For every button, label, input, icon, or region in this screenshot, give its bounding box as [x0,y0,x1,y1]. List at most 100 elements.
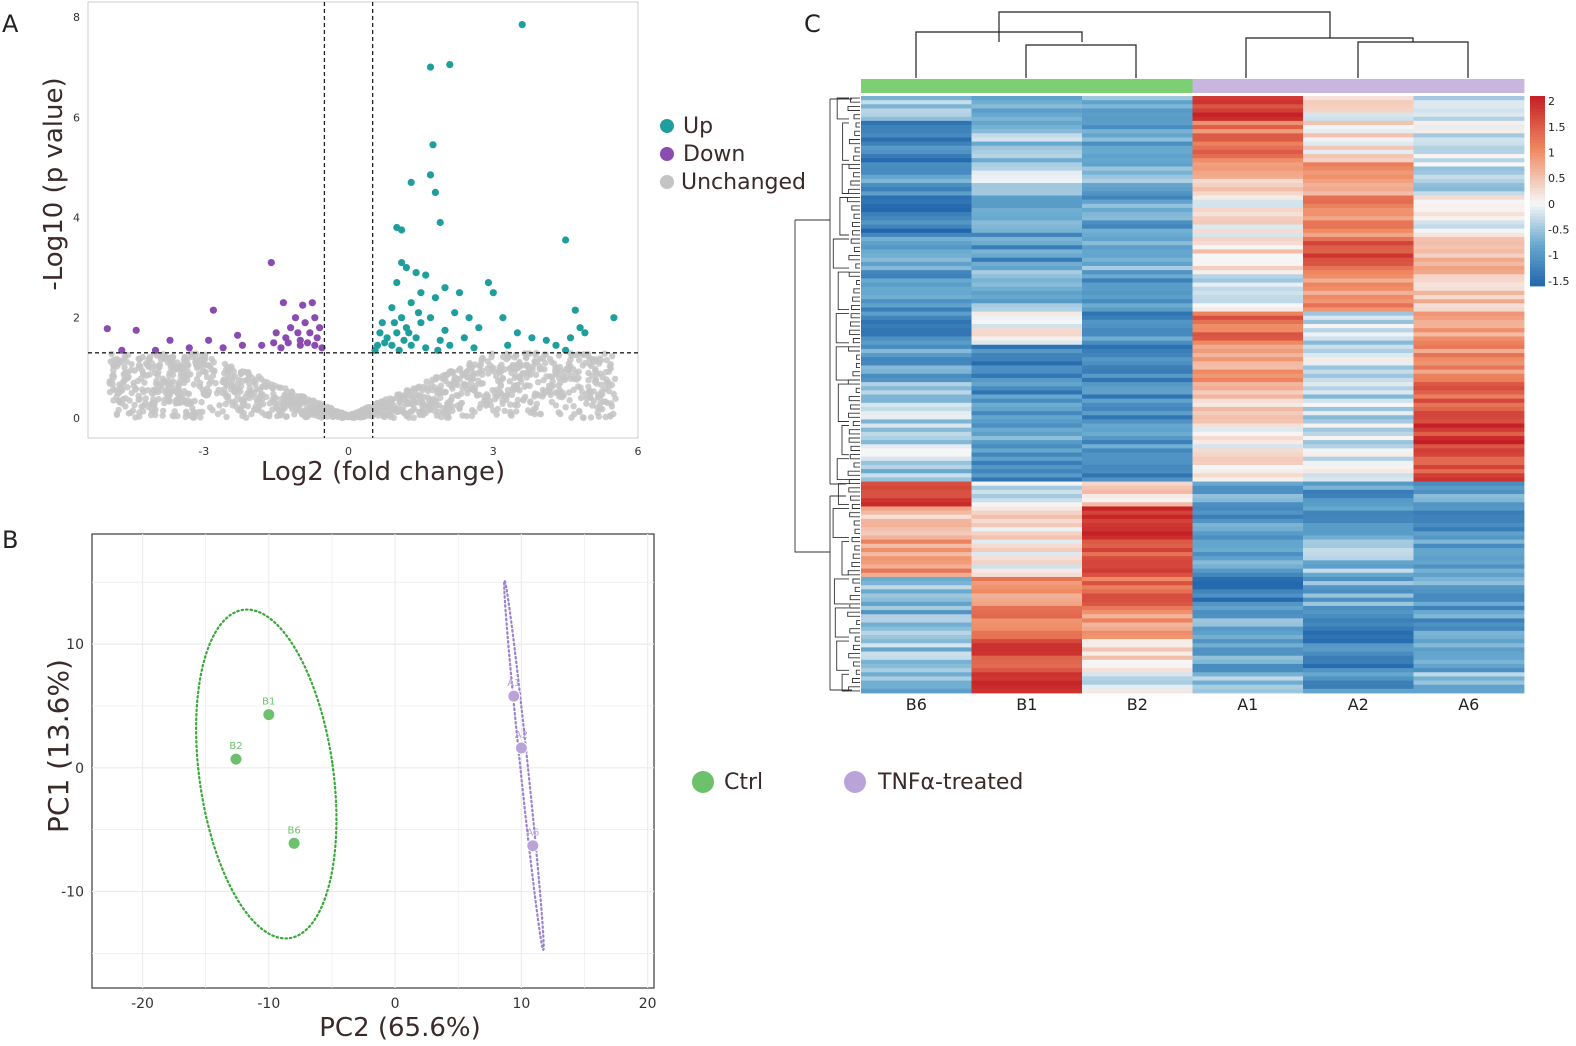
heatmap-cell [1192,481,1304,487]
heatmap-cell [1082,100,1193,105]
heatmap-cell [1192,435,1304,441]
sample-label: A1 [507,678,520,689]
heatmap-cell [971,212,1083,217]
down-point [267,259,275,267]
unchanged-point [444,411,451,418]
heatmap-cell [1192,659,1304,665]
heatmap-cell [1082,440,1193,445]
pca-y-tick-label: 10 [66,637,84,653]
heatmap-cell [1082,494,1193,499]
heatmap-cell [1303,373,1414,379]
unchanged-point [556,363,563,371]
heatmap-cell [1192,174,1304,180]
unchanged-point [113,363,121,370]
heatmap-cell [1303,170,1414,176]
unchanged-point [238,369,245,377]
heatmap-cell [1303,228,1414,234]
heatmap-cell [1303,249,1414,254]
unchanged-point [469,385,476,393]
heatmap-cell [971,311,1083,317]
unchanged-point [196,383,203,390]
unchanged-point [484,358,491,365]
heatmap-cell [1192,199,1304,205]
up-point [407,299,415,307]
heatmap-cell [971,564,1083,570]
colorbar-tick-label: 1 [1548,147,1555,160]
pca-x-tick-label: 10 [512,996,530,1012]
unchanged-point [554,389,561,397]
heatmap-cell [1303,104,1414,109]
heatmap-cell [1413,207,1525,213]
unchanged-point [607,413,614,420]
heatmap-cell [1303,328,1414,333]
unchanged-point [258,383,266,391]
heatmap-cell [1082,481,1193,487]
heatmap-cell [1303,427,1414,433]
legend-up-label: Up [683,114,713,139]
heatmap-cell [1192,311,1304,317]
heatmap-cell [1303,423,1414,429]
heatmap-cell [1303,166,1414,172]
heatmap-cell [861,224,972,230]
heatmap-cell [971,398,1083,404]
colorbar-segment [1530,124,1545,129]
unchanged-point [131,401,138,409]
unchanged-point [110,397,117,404]
ctrl-confidence-ellipse [195,608,338,940]
pca-x-tick-label: 0 [391,996,400,1012]
up-point [407,341,415,349]
heatmap-cell [971,282,1083,288]
unchanged-point [166,389,174,397]
heatmap-cell [861,593,972,599]
heatmap-cell [971,655,1083,661]
heatmap-cell [1082,207,1193,213]
down-point [284,339,292,347]
heatmap-cell [861,523,972,528]
pca-plot-frame [91,533,655,989]
heatmap-cell [1303,647,1414,652]
heatmap-cell [1082,120,1193,126]
unchanged-point [602,398,609,405]
heatmap-cell [1082,614,1193,619]
heatmap-cell [1082,560,1193,565]
unchanged-point [602,369,609,376]
heatmap-cell [971,270,1083,275]
heatmap-cell [1082,382,1193,387]
unchanged-point [220,378,228,386]
unchanged-point [509,385,516,393]
up-point [504,341,512,349]
unchanged-point [283,413,290,420]
heatmap-cell [1192,100,1304,105]
pca-x-tick-label: 20 [639,996,657,1012]
heatmap-cell [971,319,1083,325]
heatmap-cell [971,572,1083,578]
down-point [238,341,246,349]
unchanged-point [597,405,604,412]
heatmap-cell [1413,290,1525,296]
unchanged-point [206,404,214,411]
heatmap-cell [1082,245,1193,250]
heatmap-cell [1192,129,1304,134]
heatmap-cell [1413,531,1525,536]
unchanged-point [159,375,166,382]
heatmap-cell [1192,469,1304,474]
heatmap-cell [1413,183,1525,188]
heatmap-cell [971,498,1083,503]
heatmap-cell [861,195,972,201]
heatmap-cell [1082,154,1193,159]
heatmap-cell [1303,672,1414,677]
heatmap-cell [1303,585,1414,590]
heatmap-cell [971,494,1083,499]
unchanged-point [205,362,212,369]
unchanged-point [385,400,392,408]
heatmap-cell [1413,249,1525,254]
heatmap-cell [1413,464,1525,470]
heatmap-cell [1303,477,1414,482]
legend-tnf-marker [844,771,866,793]
heatmap-cell [1192,440,1304,445]
heatmap-cell [1192,668,1304,673]
heatmap-cell [1303,319,1414,325]
heatmap-cell [1192,394,1304,400]
up-point [431,188,439,196]
down-point [219,344,227,352]
